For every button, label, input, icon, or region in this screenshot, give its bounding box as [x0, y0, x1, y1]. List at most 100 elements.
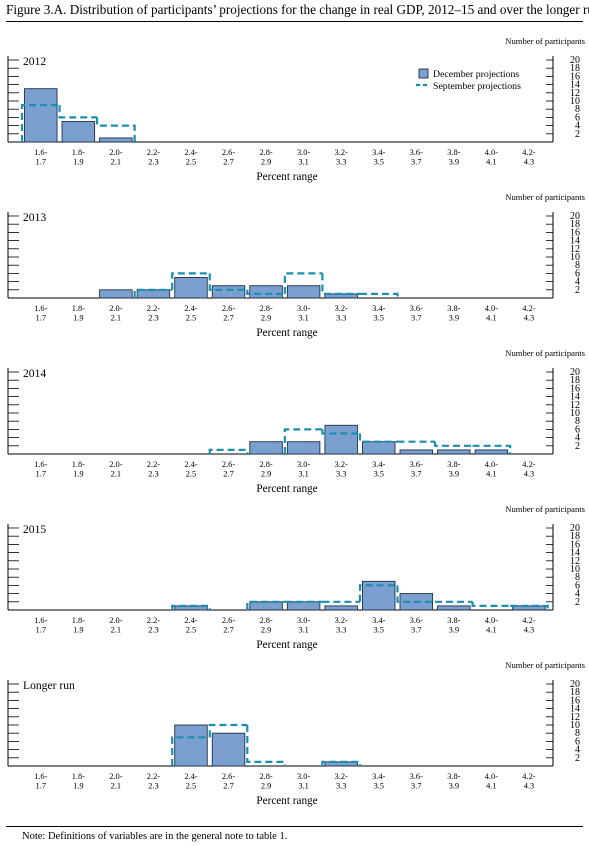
x-tick-label: 2.6-2.7: [222, 616, 235, 635]
x-tick-label: 3.6-3.7: [410, 148, 423, 167]
y-tick-label: 2: [575, 441, 580, 452]
x-tick-line: 1.8-: [72, 616, 85, 625]
x-tick-label: 4.0-4.1: [485, 772, 498, 791]
x-tick-line: 1.7: [36, 158, 46, 167]
x-tick-line: 2.4-: [184, 304, 197, 313]
x-tick-label: 2.2-2.3: [147, 616, 160, 635]
x-tick-line: 2.3: [148, 782, 158, 791]
x-tick-line: 2.6-: [222, 616, 235, 625]
x-axis-title: Percent range: [256, 483, 317, 495]
x-tick-line: 3.4-: [372, 616, 385, 625]
x-tick-line: 2.6-: [222, 772, 235, 781]
x-tick-line: 1.6-: [34, 304, 47, 313]
x-tick-line: 3.1: [298, 158, 308, 167]
x-tick-label: 1.8-1.9: [72, 460, 85, 479]
x-tick-line: 2.7: [223, 314, 233, 323]
december-bar: [99, 289, 133, 299]
x-tick-label: 3.0-3.1: [297, 616, 310, 635]
x-tick-line: 3.0-: [297, 616, 310, 625]
december-bar: [24, 88, 58, 143]
x-tick-line: 4.3: [524, 626, 534, 635]
x-tick-line: 2.3: [148, 314, 158, 323]
y-tick-label: 8: [575, 416, 580, 427]
december-bar: [362, 441, 396, 455]
y-tick-label: 16: [570, 227, 580, 238]
x-tick-line: 2.9: [261, 314, 271, 323]
x-tick-line: 2.1: [111, 626, 121, 635]
y-tick-label: 4: [575, 589, 580, 600]
december-bar: [286, 441, 321, 455]
note-rule: [6, 826, 583, 827]
x-tick-line: 3.6-: [410, 616, 423, 625]
x-tick-label: 1.6-1.7: [34, 772, 47, 791]
x-tick-line: 2.8-: [259, 460, 272, 469]
y-tick-label: 6: [575, 268, 580, 279]
x-tick-label: 4.0-4.1: [485, 304, 498, 323]
x-tick-line: 1.9: [73, 626, 83, 635]
x-tick-label: 3.4-3.5: [372, 460, 385, 479]
y-axis-title: Number of participants: [505, 348, 585, 358]
x-tick-line: 3.9: [449, 158, 459, 167]
panel-label-bg: [20, 54, 53, 68]
x-tick-line: 3.1: [298, 470, 308, 479]
x-tick-line: 2.5: [186, 626, 196, 635]
x-tick-label: 2.4-2.5: [184, 460, 197, 479]
y-tick-label: 6: [575, 736, 580, 747]
x-tick-label: 2.0-2.1: [109, 460, 122, 479]
december-bar: [437, 449, 471, 455]
x-tick-line: 2.6-: [222, 148, 235, 157]
x-tick-label: 4.0-4.1: [485, 616, 498, 635]
x-tick-line: 2.2-: [147, 772, 160, 781]
y-tick-label: 18: [570, 531, 580, 542]
y-tick-label: 12: [570, 244, 580, 255]
x-tick-label: 3.0-3.1: [297, 148, 310, 167]
x-tick-label: 2.0-2.1: [109, 616, 122, 635]
x-tick-line: 3.7: [411, 158, 421, 167]
panel-label-bg: [20, 522, 53, 536]
x-tick-line: 2.1: [111, 470, 121, 479]
x-tick-line: 3.0-: [297, 148, 310, 157]
y-tick-label: 18: [570, 219, 580, 230]
y-tick-label: 18: [570, 687, 580, 698]
december-bar: [174, 277, 208, 299]
x-tick-line: 3.2-: [335, 460, 348, 469]
x-tick-label: 3.0-3.1: [297, 460, 310, 479]
x-axis-title: Percent range: [256, 639, 317, 651]
panel-label: Longer run: [23, 679, 75, 692]
x-tick-line: 2.3: [148, 470, 158, 479]
x-tick-line: 1.8-: [72, 460, 85, 469]
x-tick-label: 2.8-2.9: [259, 616, 272, 635]
x-tick-line: 3.7: [411, 626, 421, 635]
y-tick-label: 14: [570, 704, 580, 715]
panel-label-bg: [20, 210, 53, 224]
x-tick-line: 3.2-: [335, 148, 348, 157]
x-tick-label: 2.4-2.5: [184, 616, 197, 635]
x-tick-line: 3.6-: [410, 772, 423, 781]
x-tick-line: 4.1: [486, 158, 496, 167]
x-tick-line: 4.0-: [485, 460, 498, 469]
x-tick-line: 3.3: [336, 314, 346, 323]
x-tick-line: 1.6-: [34, 772, 47, 781]
x-tick-label: 3.2-3.3: [335, 772, 348, 791]
panel-label-bg: [20, 366, 53, 380]
december-bar: [174, 724, 208, 767]
x-tick-line: 3.4-: [372, 772, 385, 781]
december-bar: [324, 605, 358, 611]
x-tick-label: 3.2-3.3: [335, 616, 348, 635]
y-tick-label: 16: [570, 383, 580, 394]
legend-label-september: September projections: [433, 81, 521, 92]
x-tick-line: 4.2-: [522, 304, 535, 313]
x-tick-line: 3.5: [373, 314, 383, 323]
x-tick-label: 2.4-2.5: [184, 304, 197, 323]
x-tick-label: 3.6-3.7: [410, 460, 423, 479]
y-tick-label: 12: [570, 400, 580, 411]
x-tick-line: 3.5: [373, 782, 383, 791]
y-tick-label: 20: [570, 367, 580, 378]
x-tick-line: 3.8-: [447, 148, 460, 157]
x-tick-label: 1.6-1.7: [34, 460, 47, 479]
december-bar: [512, 605, 546, 611]
x-tick-line: 1.9: [73, 314, 83, 323]
x-tick-label: 3.0-3.1: [297, 304, 310, 323]
x-tick-label: 3.2-3.3: [335, 304, 348, 323]
x-tick-line: 4.1: [486, 314, 496, 323]
